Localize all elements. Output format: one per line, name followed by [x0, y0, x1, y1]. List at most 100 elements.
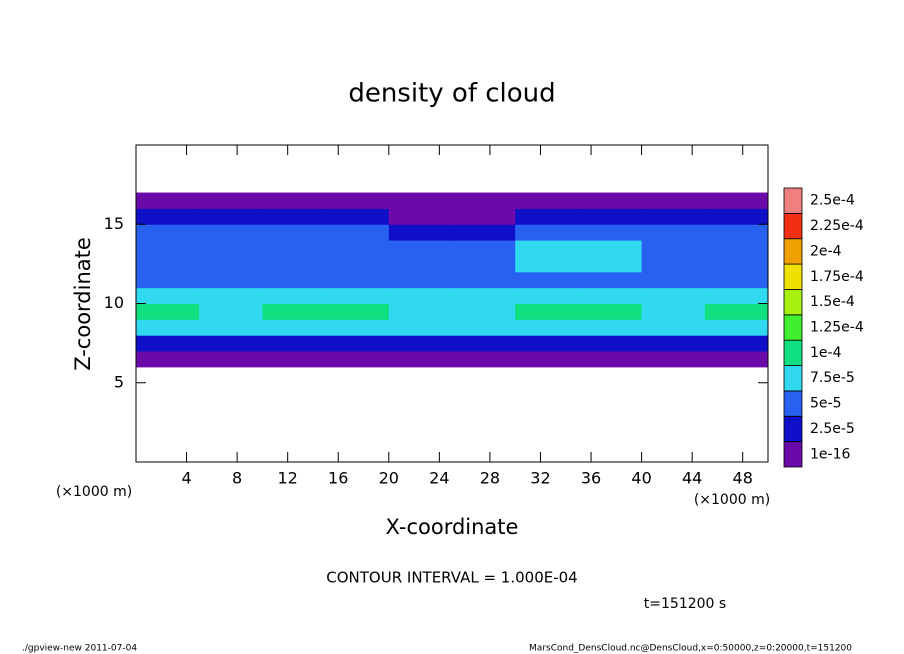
- time-label: t=151200 s: [644, 596, 726, 612]
- heat-cell: [388, 319, 453, 336]
- heat-cell: [515, 271, 579, 289]
- colorbar-label: 2.5e-5: [810, 421, 855, 437]
- y-unit: (×1000 m): [56, 484, 132, 500]
- heat-cell: [388, 335, 453, 352]
- colorbar-box: [783, 263, 803, 290]
- heat-cell: [325, 224, 390, 241]
- heat-cell: [515, 351, 579, 368]
- x-tick-label: 12: [278, 469, 298, 488]
- heat-cell: [578, 303, 643, 320]
- heat-cell: [136, 271, 200, 289]
- heat-cell: [641, 287, 706, 304]
- heat-cell: [325, 287, 390, 304]
- heat-cell: [641, 192, 706, 209]
- x-tick-label: 36: [581, 469, 601, 488]
- x-tick-label: 32: [530, 469, 550, 488]
- colorbar-box: [783, 441, 803, 468]
- heat-cell: [704, 287, 769, 304]
- colorbar-box: [783, 339, 803, 366]
- x-tick-label: 16: [328, 469, 348, 488]
- heat-cell: [578, 240, 643, 257]
- heat-cell: [388, 351, 453, 368]
- heat-cell: [452, 319, 516, 336]
- heat-cell: [262, 319, 327, 336]
- heat-cell: [388, 240, 453, 257]
- heat-cell: [199, 255, 263, 273]
- heat-cell: [262, 303, 327, 320]
- x-tick-label: 4: [181, 469, 191, 488]
- heat-cell: [641, 335, 706, 352]
- heat-cell: [325, 255, 390, 273]
- heat-cell: [388, 224, 453, 241]
- heat-cell: [578, 287, 643, 304]
- colorbar-label: 7.5e-5: [810, 370, 855, 386]
- y-axis-label: Z-coordinate: [71, 237, 95, 371]
- heat-cell: [199, 351, 263, 368]
- colorbar-box: [783, 415, 803, 443]
- heat-cell: [136, 351, 200, 368]
- heat-cell: [641, 240, 706, 257]
- heat-cell: [136, 224, 200, 241]
- heat-cell: [452, 240, 516, 257]
- heat-cell: [515, 224, 579, 241]
- heat-cell: [641, 271, 706, 289]
- colorbar-label: 5e-5: [810, 396, 841, 412]
- colorbar-box: [783, 212, 803, 240]
- heat-cell: [515, 208, 579, 225]
- chart-title: density of cloud: [348, 79, 555, 109]
- heat-cell: [136, 208, 200, 225]
- heat-cell: [452, 255, 516, 273]
- heat-cell: [388, 255, 453, 273]
- heat-cell: [199, 335, 263, 352]
- heat-cell: [641, 351, 706, 368]
- heat-cell: [388, 287, 453, 304]
- x-tick-label: 40: [631, 469, 651, 488]
- colorbar-box: [783, 365, 803, 392]
- colorbar-label: 2e-4: [810, 243, 842, 259]
- heat-cell: [515, 255, 579, 273]
- heat-cell: [262, 287, 327, 304]
- heat-cell: [515, 287, 579, 304]
- heat-cell: [452, 303, 516, 320]
- x-tick-label: 20: [379, 469, 399, 488]
- heat-cell: [262, 224, 327, 241]
- x-tick-label: 28: [480, 469, 500, 488]
- colorbar-label: 1.5e-4: [810, 294, 855, 310]
- heat-cell: [578, 271, 643, 289]
- heat-cell: [199, 303, 263, 320]
- heat-cell: [262, 255, 327, 273]
- heat-cell: [325, 303, 390, 320]
- heat-cell: [199, 208, 263, 225]
- x-tick-label: 8: [232, 469, 242, 488]
- heat-cell: [641, 255, 706, 273]
- contour-note: CONTOUR INTERVAL = 1.000E-04: [326, 569, 577, 587]
- colorbar-box: [783, 314, 803, 341]
- heat-cell: [452, 271, 516, 289]
- heat-cell: [704, 208, 769, 225]
- x-tick-label: 48: [733, 469, 753, 488]
- heat-cell: [704, 255, 769, 273]
- heat-cell: [704, 192, 769, 209]
- heat-cell: [515, 192, 579, 209]
- heat-cell: [325, 319, 390, 336]
- colorbar-label: 1e-4: [810, 345, 842, 361]
- heat-cell: [199, 240, 263, 257]
- heat-cell: [262, 240, 327, 257]
- heat-cell: [578, 335, 643, 352]
- colorbar-label: 1.75e-4: [810, 269, 864, 285]
- heat-cell: [578, 224, 643, 241]
- heat-cell: [452, 351, 516, 368]
- heat-cell: [325, 351, 390, 368]
- heat-cell: [641, 224, 706, 241]
- heat-cell: [325, 240, 390, 257]
- heat-cell: [325, 335, 390, 352]
- heat-cell: [452, 224, 516, 241]
- y-tick-label: 10: [104, 293, 124, 312]
- heat-cell: [641, 208, 706, 225]
- heat-cell: [325, 271, 390, 289]
- heat-cell: [325, 208, 390, 225]
- heat-cell: [704, 319, 769, 336]
- colorbar-box: [783, 187, 803, 214]
- heat-cell: [199, 319, 263, 336]
